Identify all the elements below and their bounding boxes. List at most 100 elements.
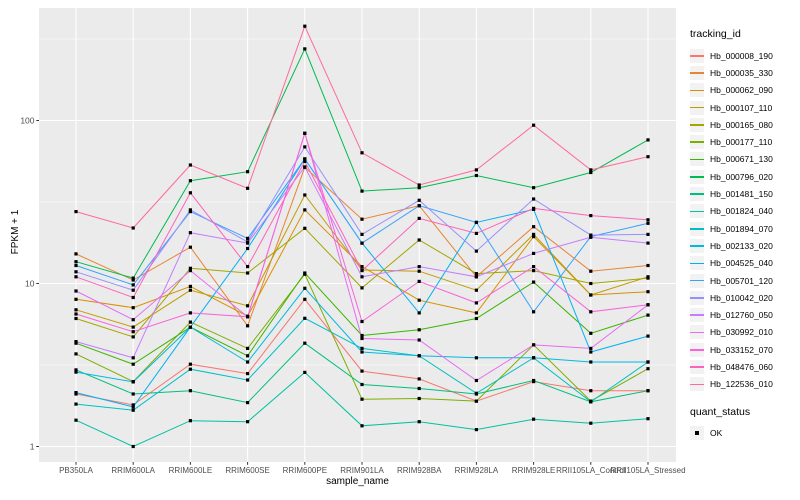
legend-key-line-icon xyxy=(690,308,704,323)
data-point xyxy=(360,232,364,236)
data-point xyxy=(532,197,536,201)
data-point xyxy=(646,138,650,142)
data-point xyxy=(188,320,192,324)
data-point xyxy=(131,288,135,292)
data-point xyxy=(417,216,421,220)
legend-entry-Hb_000107_110: Hb_000107_110 xyxy=(688,99,800,116)
data-point xyxy=(246,360,250,364)
data-point xyxy=(474,399,478,403)
data-point xyxy=(646,334,650,338)
data-point xyxy=(646,241,650,245)
data-point xyxy=(589,170,593,175)
legend-entry-Hb_001824_040: Hb_001824_040 xyxy=(688,203,800,220)
data-point xyxy=(74,312,78,316)
data-point xyxy=(74,402,78,406)
data-point xyxy=(532,265,536,269)
legend-label: Hb_000035_330 xyxy=(710,67,773,78)
data-point xyxy=(532,280,536,284)
legend-label: Hb_000062_090 xyxy=(710,85,773,96)
x-tick-label: RRIM600PE xyxy=(283,466,327,475)
data-point xyxy=(74,391,78,395)
data-point xyxy=(188,266,192,270)
data-point xyxy=(646,290,650,294)
data-point xyxy=(188,163,192,167)
legend-label: Hb_012760_050 xyxy=(710,310,773,321)
legend-label: Hb_000796_020 xyxy=(710,171,773,182)
data-point xyxy=(474,272,478,276)
legend-key-line-icon xyxy=(690,256,704,271)
data-point xyxy=(589,350,593,354)
legend-label: Hb_001824_040 xyxy=(710,206,773,217)
data-point xyxy=(188,419,192,423)
legend-key-line-icon xyxy=(690,359,704,374)
data-point xyxy=(188,389,192,393)
data-point xyxy=(417,238,421,242)
x-tick-label: RRIM600SE xyxy=(225,466,269,475)
data-point xyxy=(532,378,536,383)
x-tick-label: RRIM600LE xyxy=(169,466,213,475)
data-point xyxy=(589,168,593,172)
legend-key-line-icon xyxy=(690,238,704,253)
data-point xyxy=(246,315,250,319)
data-point xyxy=(360,189,364,193)
data-point xyxy=(532,417,536,421)
data-point xyxy=(74,275,78,279)
data-point xyxy=(646,313,650,317)
data-point xyxy=(303,159,307,163)
legend-key-line-icon xyxy=(690,342,704,357)
data-point xyxy=(589,214,593,218)
x-tick-label: RRIM901LA xyxy=(340,466,384,475)
legend-entry-Hb_005701_120: Hb_005701_120 xyxy=(688,272,800,289)
data-point xyxy=(188,284,192,288)
x-tick-label: RRIM928LA xyxy=(455,466,499,475)
legend-entry-Hb_000671_130: Hb_000671_130 xyxy=(688,151,800,168)
data-point xyxy=(589,235,593,239)
data-point xyxy=(646,221,650,225)
data-point xyxy=(360,265,364,269)
data-point xyxy=(131,380,135,384)
data-point xyxy=(646,360,650,364)
data-point xyxy=(246,401,250,405)
data-point xyxy=(589,310,593,314)
data-point xyxy=(74,352,78,356)
data-point xyxy=(474,378,478,383)
legend-entry-Hb_012760_050: Hb_012760_050 xyxy=(688,306,800,323)
data-point xyxy=(131,325,135,329)
data-point xyxy=(417,338,421,342)
data-point xyxy=(131,408,135,412)
data-point xyxy=(74,263,78,268)
data-point xyxy=(417,396,421,401)
ok-point-key-icon xyxy=(690,425,704,440)
data-point xyxy=(417,386,421,391)
data-point xyxy=(360,382,364,387)
data-point xyxy=(74,289,78,293)
legend-entry-Hb_000035_330: Hb_000035_330 xyxy=(688,64,800,81)
data-point xyxy=(417,354,421,358)
data-point xyxy=(474,231,478,235)
data-point xyxy=(303,226,307,230)
legend-key-line-icon xyxy=(690,325,704,340)
data-point xyxy=(74,340,78,344)
data-point xyxy=(360,424,364,428)
data-point xyxy=(646,263,650,268)
legend-label: Hb_005701_120 xyxy=(710,275,773,286)
data-point xyxy=(131,226,135,230)
y-tick-label: 10 xyxy=(25,278,35,288)
legend-label: Hb_010042_020 xyxy=(710,292,773,303)
data-point xyxy=(589,389,593,393)
data-point xyxy=(246,354,250,358)
data-point xyxy=(303,157,307,161)
y-axis-title: FPKM + 1 xyxy=(10,209,21,255)
data-point xyxy=(474,391,478,395)
data-point xyxy=(74,210,78,214)
data-point xyxy=(303,24,307,28)
legend-key-line-icon xyxy=(690,273,704,288)
data-point xyxy=(417,183,421,187)
data-point xyxy=(646,389,650,393)
data-point xyxy=(131,330,135,334)
data-point xyxy=(474,168,478,172)
legend-entry-Hb_010042_020: Hb_010042_020 xyxy=(688,289,800,306)
data-point xyxy=(474,275,478,279)
data-point xyxy=(246,324,250,328)
